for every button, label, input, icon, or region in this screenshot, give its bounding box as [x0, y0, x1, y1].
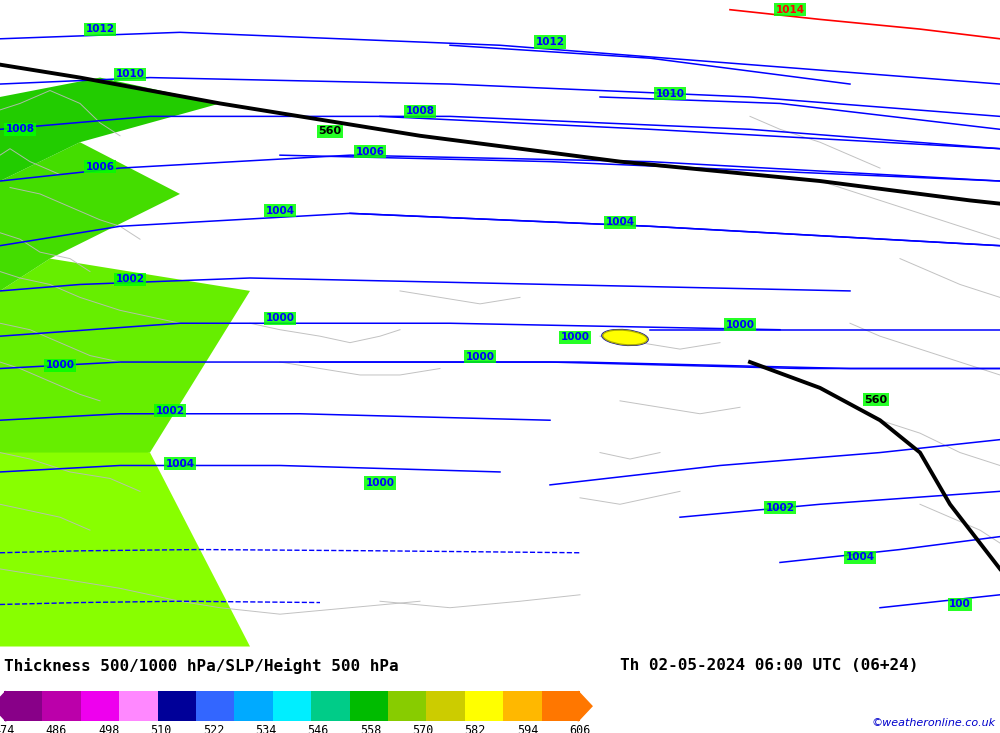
- Text: 606: 606: [569, 724, 591, 733]
- Text: 1000: 1000: [46, 361, 74, 370]
- Text: 534: 534: [255, 724, 277, 733]
- Text: 558: 558: [360, 724, 381, 733]
- Polygon shape: [0, 259, 250, 452]
- Text: 1008: 1008: [6, 125, 34, 134]
- Bar: [196, 691, 234, 721]
- Text: 1002: 1002: [156, 405, 184, 416]
- Text: 560: 560: [318, 126, 342, 136]
- Text: 1002: 1002: [766, 503, 794, 512]
- Text: Thickness 500/1000 hPa/SLP/Height 500 hPa: Thickness 500/1000 hPa/SLP/Height 500 hP…: [4, 658, 399, 674]
- Bar: [426, 691, 465, 721]
- Bar: [542, 691, 580, 721]
- Text: 1010: 1010: [656, 89, 684, 99]
- Polygon shape: [0, 78, 220, 181]
- Text: 1008: 1008: [406, 106, 434, 117]
- Bar: [388, 691, 426, 721]
- Bar: [158, 691, 196, 721]
- Text: 1004: 1004: [165, 459, 195, 468]
- Bar: [234, 691, 273, 721]
- Text: 1012: 1012: [536, 37, 564, 47]
- Text: ©weatheronline.co.uk: ©weatheronline.co.uk: [872, 718, 996, 728]
- Bar: [311, 691, 350, 721]
- Text: 582: 582: [465, 724, 486, 733]
- Text: 1002: 1002: [116, 274, 144, 284]
- Bar: [273, 691, 311, 721]
- Text: 100: 100: [949, 600, 971, 609]
- Polygon shape: [0, 142, 180, 291]
- Text: 1000: 1000: [266, 313, 294, 323]
- Text: 1000: 1000: [726, 320, 755, 330]
- FancyArrow shape: [578, 691, 592, 721]
- Bar: [119, 691, 158, 721]
- Text: 1004: 1004: [605, 218, 635, 227]
- Text: 546: 546: [307, 724, 329, 733]
- Bar: [4, 691, 42, 721]
- Text: 1006: 1006: [356, 147, 384, 157]
- Text: 1012: 1012: [86, 24, 114, 34]
- Text: 1004: 1004: [265, 206, 295, 216]
- Bar: [81, 691, 119, 721]
- Bar: [503, 691, 542, 721]
- Bar: [465, 691, 503, 721]
- Polygon shape: [0, 420, 250, 647]
- Text: 474: 474: [0, 724, 15, 733]
- Text: 1004: 1004: [845, 552, 875, 562]
- Text: 1000: 1000: [366, 478, 394, 488]
- Bar: [350, 691, 388, 721]
- Bar: [42, 691, 81, 721]
- Text: 510: 510: [150, 724, 172, 733]
- Text: 570: 570: [412, 724, 434, 733]
- Text: 486: 486: [46, 724, 67, 733]
- Text: 522: 522: [203, 724, 224, 733]
- Text: 594: 594: [517, 724, 538, 733]
- Text: 1006: 1006: [86, 162, 114, 172]
- Text: 560: 560: [864, 394, 888, 405]
- Text: Th 02-05-2024 06:00 UTC (06+24): Th 02-05-2024 06:00 UTC (06+24): [620, 658, 918, 674]
- Ellipse shape: [603, 330, 647, 345]
- Text: 1014: 1014: [775, 4, 805, 15]
- Text: 498: 498: [98, 724, 119, 733]
- Text: 1000: 1000: [560, 333, 590, 342]
- Text: 1010: 1010: [116, 70, 144, 79]
- FancyArrow shape: [0, 691, 6, 721]
- Text: 1000: 1000: [466, 352, 494, 362]
